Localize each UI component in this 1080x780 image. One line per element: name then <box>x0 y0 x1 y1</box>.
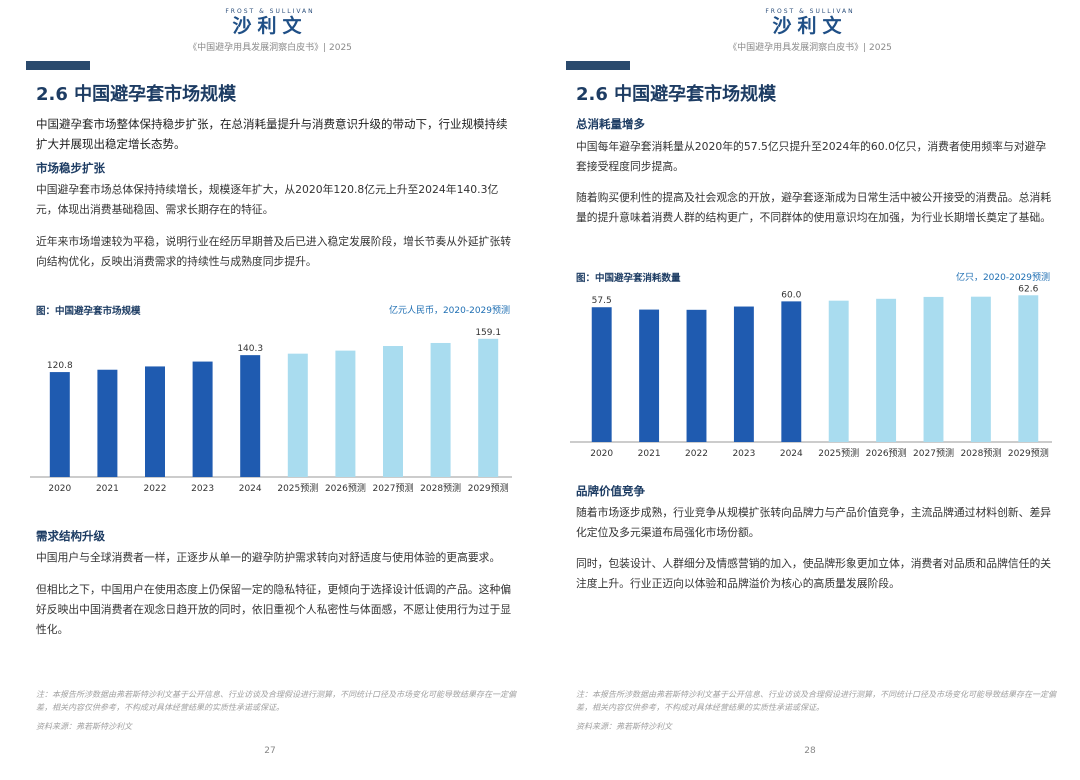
bar-2025预测 <box>828 300 849 442</box>
x-tick-label: 2028预测 <box>960 448 1001 459</box>
bar-chart-svg: 2020 120.8 2021 2022 2023 2024 140.3 2025预测 2026… <box>30 328 512 493</box>
consumption-chart: 图：中国避孕套消耗数量 亿只，2020-2029预测 2020 57.5 2021 2… <box>566 270 1054 466</box>
lead-paragraph: 中国避孕套市场整体保持稳步扩张，在总消耗量提升与消费意识升级的带动下，行业规模持… <box>36 117 508 151</box>
chart-unit: 亿只，2020-2029预测 <box>955 273 1050 283</box>
section-title: 2.6 中国避孕套市场规模 <box>36 84 237 105</box>
paragraph: 同时，包装设计、人群细分及情感营销的加入，使品牌形象更加立体，消费者对品质和品牌… <box>576 557 1052 590</box>
x-tick-label: 2027预测 <box>373 483 414 493</box>
x-tick-label: 2029预测 <box>468 483 509 493</box>
x-tick-label: 2022 <box>685 449 708 459</box>
accent-bar <box>566 61 630 70</box>
page-header: FROST & SULLIVAN 沙利文 《中国避孕用具发展洞察白皮书》| 20… <box>540 8 1080 53</box>
bar-2025预测 <box>287 353 308 477</box>
bar-2029预测 <box>1018 295 1039 442</box>
section-title: 2.6 中国避孕套市场规模 <box>576 84 777 105</box>
x-tick-label: 2020 <box>48 484 71 493</box>
bar-2028预测 <box>430 342 451 477</box>
bar-2022 <box>145 366 165 477</box>
x-tick-label: 2023 <box>732 449 755 459</box>
subheading-brand-competition: 品牌价值竞争 <box>576 484 645 498</box>
x-tick-label: 2024 <box>780 449 803 459</box>
accent-bar <box>26 61 90 70</box>
x-tick-label: 2028预测 <box>420 483 461 493</box>
source-note: 资料来源：弗若斯特沙利文 <box>36 722 132 731</box>
paragraph: 但相比之下，中国用户在使用态度上仍保留一定的隐私特征，更倾向于选择设计低调的产品… <box>36 583 512 636</box>
x-tick-label: 2023 <box>191 484 214 493</box>
data-label: 140.3 <box>237 344 263 354</box>
bar-2027预测 <box>923 296 944 442</box>
chart-unit: 亿元人民币，2020-2029预测 <box>388 306 510 316</box>
chart-header: 图：中国避孕套消耗数量 亿只，2020-2029预测 <box>566 270 1054 286</box>
bar-2023 <box>733 306 754 442</box>
footnote: 注：本报告所涉数据由弗若斯特沙利文基于公开信息、行业访谈及合理假设进行测算，不同… <box>36 690 516 712</box>
bar-2029预测 <box>478 338 499 477</box>
page-right: FROST & SULLIVAN 沙利文 《中国避孕用具发展洞察白皮书》| 20… <box>540 0 1080 780</box>
paragraph: 近年来市场增速较为平稳，说明行业在经历早期普及后已进入稳定发展阶段，增长节奏从外… <box>36 235 512 268</box>
paragraph: 随着市场逐步成熟，行业竞争从规模扩张转向品牌力与产品价值竞争，主流品牌通过材料创… <box>576 506 1052 539</box>
bar-2026预测 <box>876 298 897 442</box>
bar-2021 <box>97 369 118 477</box>
page-header: FROST & SULLIVAN 沙利文 《中国避孕用具发展洞察白皮书》| 20… <box>0 8 540 53</box>
paragraph: 中国每年避孕套消耗量从2020年的57.5亿只提升至2024年的60.0亿只，消… <box>576 140 1047 173</box>
data-label: 60.0 <box>781 290 801 300</box>
x-tick-label: 2027预测 <box>913 448 954 459</box>
brand-english: FROST & SULLIVAN <box>225 8 315 15</box>
x-tick-label: 2029预测 <box>1008 448 1049 459</box>
subheading-consumption-growth: 总消耗量增多 <box>576 117 645 131</box>
x-tick-label: 2020 <box>590 449 613 459</box>
page-number: 27 <box>264 746 276 756</box>
x-tick-label: 2022 <box>144 484 167 493</box>
x-tick-label: 2025预测 <box>818 448 859 459</box>
market-size-chart: 图：中国避孕套市场规模 亿元人民币，2020-2029预测 2020 120.8 2… <box>26 303 514 493</box>
x-tick-label: 2021 <box>96 484 119 493</box>
bar-2024 <box>781 301 802 442</box>
brand-english: FROST & SULLIVAN <box>765 8 855 15</box>
x-tick-label: 2025预测 <box>277 483 318 493</box>
x-tick-label: 2024 <box>239 484 262 493</box>
document-title: 《中国避孕用具发展洞察白皮书》| 2025 <box>728 43 892 53</box>
data-label: 57.5 <box>592 296 612 306</box>
page-left: FROST & SULLIVAN 沙利文 《中国避孕用具发展洞察白皮书》| 20… <box>0 8 540 756</box>
chart-title: 图：中国避孕套市场规模 <box>36 306 141 317</box>
footnote: 注：本报告所涉数据由弗若斯特沙利文基于公开信息、行业访谈及合理假设进行测算，不同… <box>576 690 1056 712</box>
x-tick-label: 2026预测 <box>325 483 366 493</box>
bar-2023 <box>192 361 213 477</box>
paragraph: 中国避孕套市场总体保持持续增长，规模逐年扩大，从2020年120.8亿元上升至2… <box>36 183 499 216</box>
bar-2026预测 <box>335 350 356 477</box>
bar-chart-svg: 2020 57.5 2021 2022 2023 2024 60.0 2025预测 2026预测… <box>570 284 1052 459</box>
x-tick-label: 2026预测 <box>866 448 907 459</box>
page-number: 28 <box>804 746 816 756</box>
paragraph: 中国用户与全球消费者一样，正逐步从单一的避孕防护需求转向对舒适度与使用体验的更高… <box>36 551 501 564</box>
paragraph: 随着购买便利性的提高及社会观念的开放，避孕套逐渐成为日常生活中被公开接受的消费品… <box>576 191 1052 224</box>
chart-header: 图：中国避孕套市场规模 亿元人民币，2020-2029预测 <box>26 303 514 319</box>
bar-2021 <box>639 309 660 442</box>
bar-2022 <box>686 309 707 442</box>
bar-2020 <box>591 307 612 442</box>
chart-title: 图：中国避孕套消耗数量 <box>576 273 681 284</box>
bar-2020 <box>49 372 70 477</box>
x-tick-label: 2021 <box>638 449 661 459</box>
bar-2028预测 <box>970 296 991 442</box>
document-title: 《中国避孕用具发展洞察白皮书》| 2025 <box>188 43 352 53</box>
brand-logo: 沙利文 <box>232 15 308 37</box>
data-label: 159.1 <box>475 328 501 338</box>
bar-2024 <box>240 355 261 477</box>
data-label: 62.6 <box>1018 284 1038 294</box>
bar-2027预测 <box>383 346 403 477</box>
source-note: 资料来源：弗若斯特沙利文 <box>576 722 672 731</box>
data-label: 120.8 <box>47 361 73 371</box>
brand-logo: 沙利文 <box>772 15 848 37</box>
subheading-demand-upgrade: 需求结构升级 <box>36 529 105 543</box>
subheading-market-growth: 市场稳步扩张 <box>36 161 105 175</box>
